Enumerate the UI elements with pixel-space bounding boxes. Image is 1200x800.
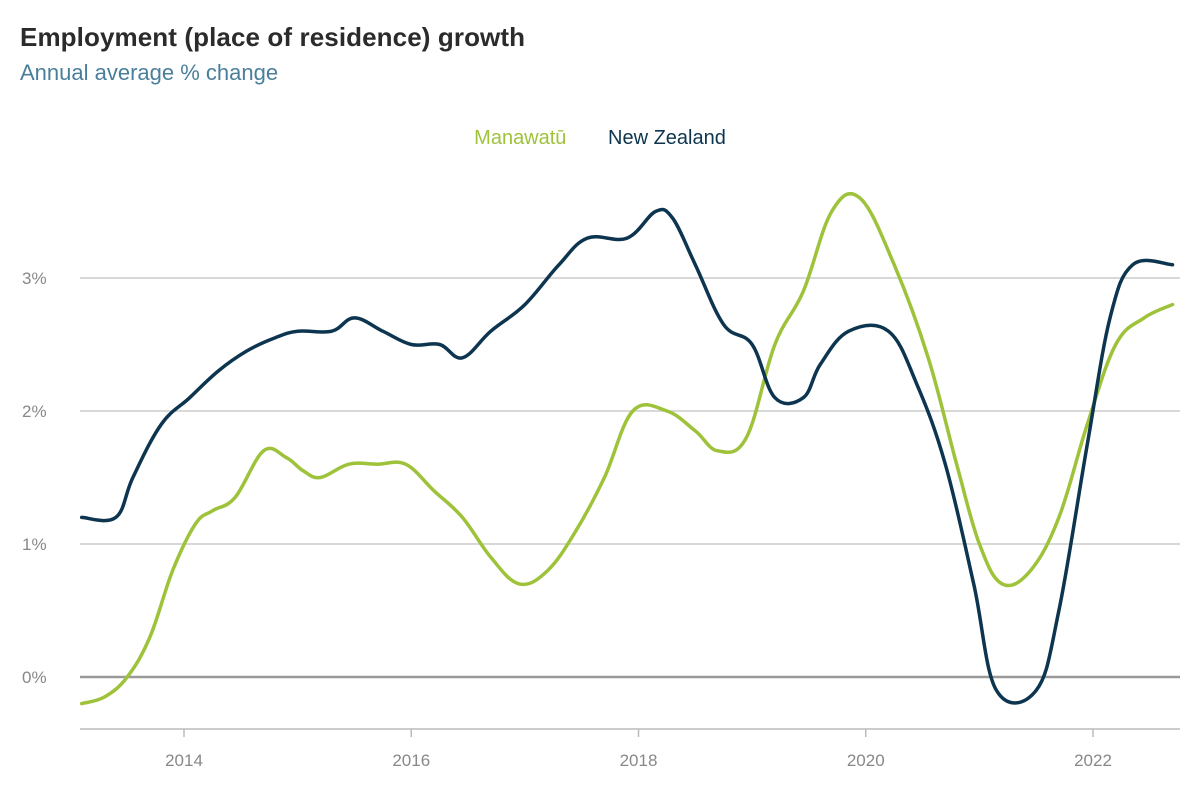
y-tick-label: 1%: [22, 535, 47, 554]
gridlines: [80, 277, 1180, 679]
legend-item-manawatu: Manawatū: [474, 127, 567, 149]
y-tick-label: 0%: [22, 668, 47, 687]
x-tick-label: 2022: [1074, 751, 1112, 770]
series-line-manawatu: [79, 192, 1175, 706]
tick-labels: 0% 1% 2% 3% 2014 2016 2018 2020 2022: [22, 269, 1112, 770]
series-line-new-zealand: [79, 207, 1175, 705]
series-lines: [79, 192, 1175, 706]
x-tick-label: 2018: [620, 751, 658, 770]
x-tick-label: 2014: [165, 751, 203, 770]
y-tick-label: 2%: [22, 402, 47, 421]
chart-legend: Manawatū New Zealand: [0, 127, 1200, 150]
x-axis: [80, 728, 1180, 737]
legend-item-new-zealand: New Zealand: [608, 127, 726, 149]
chart-title: Employment (place of residence) growth: [20, 22, 526, 52]
chart-subtitle: Annual average % change: [20, 60, 279, 85]
x-tick-label: 2016: [392, 751, 430, 770]
y-tick-label: 3%: [22, 269, 47, 288]
x-tick-label: 2020: [847, 751, 885, 770]
